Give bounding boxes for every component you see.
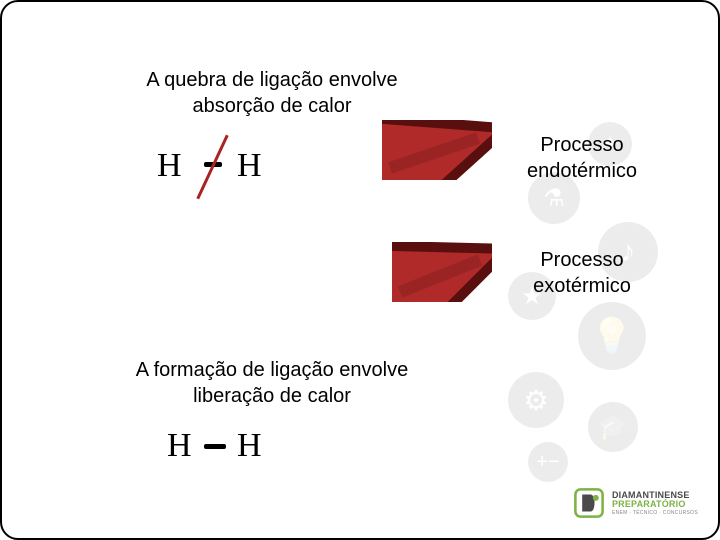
molecule2-atom-left: H (167, 427, 192, 465)
brand-logo: DIAMANTINENSE PREPARATÓRIO ENEM · TÉCNIC… (572, 486, 698, 520)
logo-mark-icon (572, 486, 606, 520)
heading-bond-form: A formação de ligação envolve liberação … (102, 357, 442, 409)
heading2-line2: liberação de calor (193, 385, 351, 407)
molecule2-atom-right: H (237, 427, 262, 465)
process2-line1: Processo (540, 249, 623, 271)
heading1-line1: A quebra de ligação envolve (146, 69, 397, 91)
molecule2-bond (204, 444, 226, 449)
arrow-endothermic (382, 120, 492, 180)
process1-line1: Processo (540, 134, 623, 156)
process2-line2: exotérmico (533, 275, 631, 297)
heading-bond-break: A quebra de ligação envolve absorção de … (112, 67, 432, 119)
bond-break-mark (196, 135, 228, 200)
logo-line3: ENEM · TÉCNICO · CONCURSOS (612, 511, 698, 516)
label-exothermic: Processo exotérmico (492, 247, 672, 299)
molecule1-atom-right: H (237, 147, 262, 185)
heading1-line2: absorção de calor (193, 95, 352, 117)
arrow-exothermic (392, 242, 492, 302)
logo-text: DIAMANTINENSE PREPARATÓRIO ENEM · TÉCNIC… (612, 491, 698, 516)
logo-line2: PREPARATÓRIO (612, 500, 698, 509)
process1-line2: endotérmico (527, 160, 637, 182)
heading2-line1: A formação de ligação envolve (136, 359, 408, 381)
label-endothermic: Processo endotérmico (492, 132, 672, 184)
molecule1-atom-left: H (157, 147, 182, 185)
